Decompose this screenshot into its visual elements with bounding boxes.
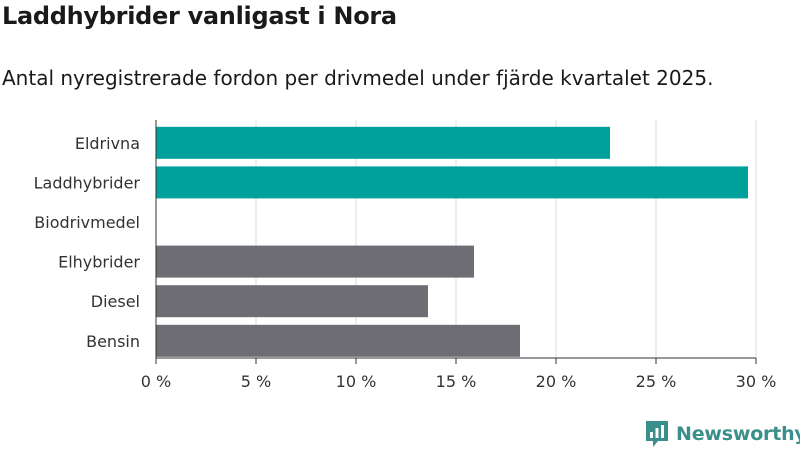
x-tick-label: 15 %: [436, 372, 477, 391]
bar-bensin: [156, 324, 520, 357]
bar-diesel: [156, 285, 428, 318]
gridlines: [255, 120, 757, 358]
category-label: Diesel: [91, 292, 140, 311]
x-tick-label: 10 %: [336, 372, 377, 391]
bar-laddhybrider: [156, 166, 748, 199]
category-label: Laddhybrider: [34, 173, 141, 192]
x-tick-label: 5 %: [241, 372, 271, 391]
bar-eldrivna: [156, 126, 610, 159]
x-tick-label: 30 %: [736, 372, 777, 391]
category-label: Eldrivna: [75, 134, 140, 153]
x-tick-label: 25 %: [636, 372, 677, 391]
newsworthy-logo-text: Newsworthy: [676, 423, 800, 445]
newsworthy-logo-icon: [646, 421, 668, 447]
category-label: Elhybrider: [58, 253, 140, 272]
x-tick-label: 0 %: [141, 372, 171, 391]
chart-title: Laddhybrider vanligast i Nora: [2, 2, 397, 30]
category-labels: Eldrivna Laddhybrider Biodrivmedel Elhybrid…: [34, 134, 141, 351]
category-label: Biodrivmedel: [34, 213, 140, 232]
bars: [156, 126, 748, 357]
x-axis: 0 % 5 % 10 % 15 % 20 % 25 % 30 %: [141, 120, 777, 391]
bar-elhybrider: [156, 245, 474, 278]
x-tick-label: 20 %: [536, 372, 577, 391]
chart-subtitle: Antal nyregistrerade fordon per drivmede…: [2, 66, 714, 90]
bar-chart: 0 % 5 % 10 % 15 % 20 % 25 % 30 % Eldrivna Laddh…: [34, 120, 777, 391]
category-label: Bensin: [86, 332, 140, 351]
newsworthy-logo: Newsworthy: [644, 419, 800, 449]
